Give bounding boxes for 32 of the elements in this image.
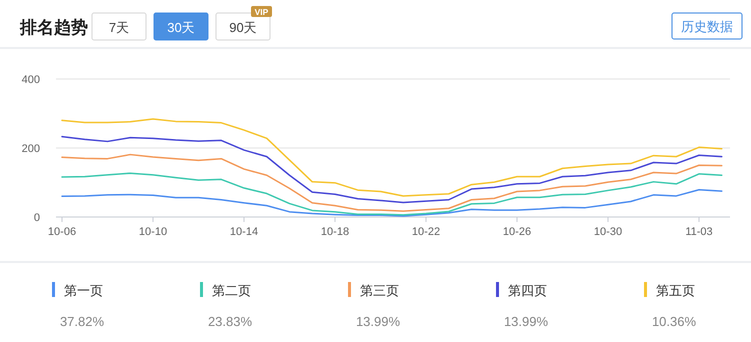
text: 7天 bbox=[108, 20, 130, 35]
legend-label: 第三页 bbox=[360, 283, 399, 298]
x-tick-label: 10-22 bbox=[412, 226, 440, 238]
text: 历史数据 bbox=[681, 19, 733, 34]
text: 90天 bbox=[229, 20, 257, 35]
y-tick-label: 200 bbox=[22, 143, 40, 155]
text: VIP bbox=[254, 7, 269, 17]
line-series bbox=[61, 189, 722, 217]
text: 10.36% bbox=[652, 314, 696, 329]
y-tick-label: 400 bbox=[22, 74, 40, 86]
x-tick-label: 10-18 bbox=[320, 226, 350, 238]
text: 30天 bbox=[167, 20, 195, 35]
chart-title: 排名趋势 bbox=[19, 18, 88, 37]
legend-label: 第二页 bbox=[212, 283, 251, 298]
legend-label: 第一页 bbox=[64, 283, 103, 298]
x-tick-label: 10-26 bbox=[502, 226, 532, 238]
line-series bbox=[61, 154, 722, 212]
text: 13.99% bbox=[356, 314, 400, 329]
x-tick-label: 10-06 bbox=[48, 226, 76, 238]
x-tick-label: 10-30 bbox=[594, 226, 622, 238]
y-tick-label: 0 bbox=[34, 212, 40, 224]
x-tick-label: 11-03 bbox=[685, 226, 713, 238]
line-series bbox=[61, 172, 722, 216]
text: 13.99% bbox=[504, 314, 548, 329]
line-series bbox=[61, 118, 722, 197]
legend-label: 第四页 bbox=[508, 283, 547, 298]
line-series bbox=[61, 136, 722, 204]
x-tick-label: 10-10 bbox=[138, 226, 168, 238]
x-tick-label: 10-14 bbox=[230, 226, 258, 238]
text: 37.82% bbox=[60, 314, 104, 329]
legend-label: 第五页 bbox=[656, 283, 695, 298]
text: 23.83% bbox=[208, 314, 252, 329]
